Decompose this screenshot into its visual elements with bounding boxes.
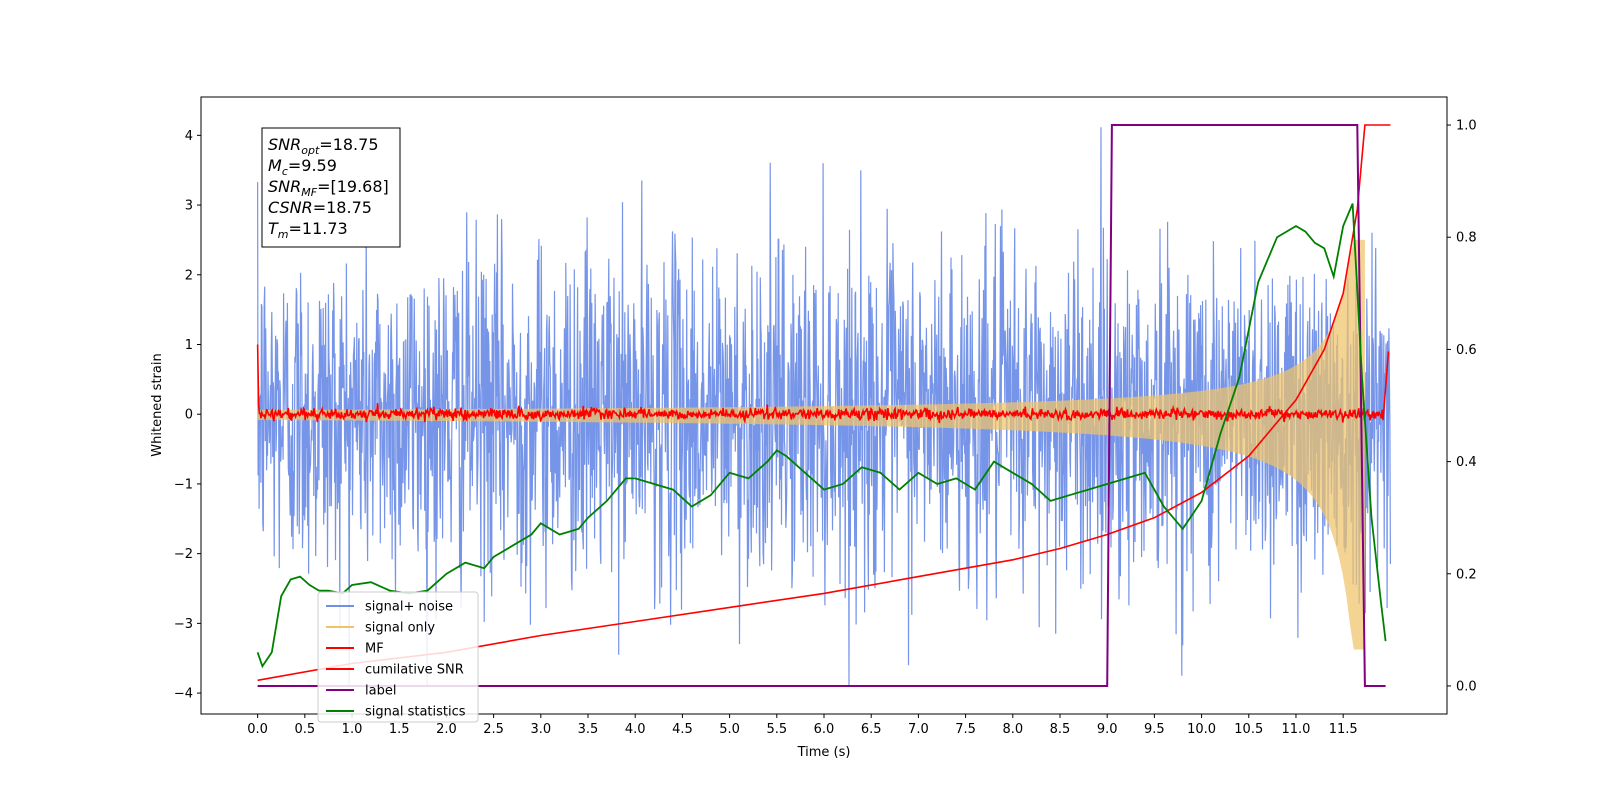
legend-entry: signal statistics bbox=[365, 705, 466, 720]
legend-entry: label bbox=[365, 684, 396, 699]
x-tick-label: 9.0 bbox=[1097, 722, 1118, 737]
x-tick-label: 11.5 bbox=[1329, 722, 1358, 737]
info-box-line: Mc=9.59 bbox=[268, 156, 337, 178]
x-tick-label: 3.5 bbox=[578, 722, 599, 737]
legend-frame bbox=[317, 591, 479, 723]
legend-entry: signal only bbox=[365, 621, 435, 636]
y-left-tick-label: 1 bbox=[185, 338, 193, 353]
y-right-tick-label: 0.0 bbox=[1456, 679, 1477, 694]
y-right-tick-label: 0.2 bbox=[1456, 567, 1477, 582]
series-cumulative-snr-line bbox=[257, 124, 1391, 682]
x-axis-label: Time (s) bbox=[797, 745, 851, 760]
y-axis-label: Whitened strain bbox=[150, 353, 165, 456]
x-tick-label: 11.0 bbox=[1281, 722, 1310, 737]
info-box-line: SNRMF=[19.68] bbox=[268, 177, 389, 199]
legend-entry: signal+ noise bbox=[365, 600, 453, 615]
x-tick-label: 0.0 bbox=[247, 722, 268, 737]
y-left-tick-label: 4 bbox=[185, 129, 193, 144]
x-tick-label: 3.0 bbox=[530, 722, 551, 737]
series-signal-statistics-line bbox=[256, 203, 1387, 669]
info-box: SNRopt=18.75Mc=9.59SNRMF=[19.68]CSNR=18.… bbox=[261, 127, 401, 248]
y-right-tick-label: 0.8 bbox=[1456, 231, 1477, 246]
y-right-tick-label: 1.0 bbox=[1456, 119, 1477, 134]
plot-layer bbox=[256, 124, 1391, 687]
x-tick-label: 6.0 bbox=[814, 722, 835, 737]
x-tick-label: 1.0 bbox=[342, 722, 363, 737]
series-label-line bbox=[257, 124, 1386, 687]
legend-entry: cumilative SNR bbox=[365, 663, 464, 678]
y-left-tick-label: −2 bbox=[174, 547, 193, 562]
ticks-layer: 0.0 0.5 1.0 1.5 2.0 2.5 3.0 3.5 4.0 4.5 5.0 5.5 6.0 6… bbox=[174, 119, 1477, 737]
x-tick-label: 5.0 bbox=[719, 722, 740, 737]
y-left-tick-label: 2 bbox=[185, 268, 193, 283]
x-tick-label: 7.5 bbox=[955, 722, 976, 737]
x-tick-label: 2.5 bbox=[483, 722, 504, 737]
y-left-tick-label: −3 bbox=[174, 617, 193, 632]
x-tick-label: 5.5 bbox=[766, 722, 787, 737]
x-tick-label: 8.0 bbox=[1002, 722, 1023, 737]
info-box-frame bbox=[261, 127, 401, 248]
x-tick-label: 7.0 bbox=[908, 722, 929, 737]
x-tick-label: 4.0 bbox=[625, 722, 646, 737]
series-signal-noise-line bbox=[257, 127, 1391, 687]
info-box-line: SNRopt=18.75 bbox=[268, 135, 379, 157]
y-left-tick-label: −4 bbox=[174, 687, 193, 702]
info-box-line: CSNR=18.75 bbox=[268, 198, 372, 217]
x-tick-label: 6.5 bbox=[861, 722, 882, 737]
y-left-tick-label: 3 bbox=[185, 199, 193, 214]
y-left-tick-label: 0 bbox=[185, 408, 193, 423]
y-right-tick-label: 0.4 bbox=[1456, 455, 1477, 470]
y-left-tick-label: −1 bbox=[174, 477, 193, 492]
x-tick-label: 10.5 bbox=[1234, 722, 1263, 737]
x-tick-label: 9.5 bbox=[1144, 722, 1165, 737]
x-tick-label: 8.5 bbox=[1050, 722, 1071, 737]
legend: signal+ noise signal only MF cumilative SNR… bbox=[317, 591, 479, 723]
x-tick-label: 2.0 bbox=[436, 722, 457, 737]
x-tick-label: 10.0 bbox=[1187, 722, 1216, 737]
series-mf-line bbox=[256, 344, 1390, 425]
x-tick-label: 4.5 bbox=[672, 722, 693, 737]
y-right-tick-label: 0.6 bbox=[1456, 343, 1477, 358]
legend-entry: MF bbox=[365, 642, 384, 657]
x-tick-label: 1.5 bbox=[389, 722, 410, 737]
info-box-line: Tm=11.73 bbox=[268, 219, 348, 241]
x-tick-label: 0.5 bbox=[294, 722, 315, 737]
